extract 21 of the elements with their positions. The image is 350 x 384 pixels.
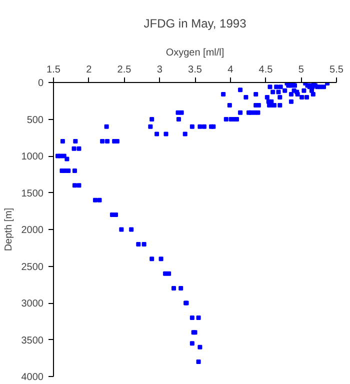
y-tick-label: 3000 (21, 298, 44, 310)
x-tick-label: 2.5 (117, 64, 132, 76)
y-tick-label: 3500 (21, 335, 44, 346)
x-tick-label: 2 (86, 64, 92, 76)
y-tick-label: 2000 (21, 225, 44, 236)
y-axis-title: Depth [m] (3, 208, 14, 252)
x-tick-label: 5 (298, 64, 304, 76)
x-tick-label: 4.5 (258, 64, 274, 76)
y-tick-label: 500 (26, 114, 44, 126)
x-tick-label: 5.5 (330, 64, 344, 76)
y-tick-label: 1000 (21, 152, 44, 162)
x-tick-label: 3 (156, 64, 163, 76)
y-tick-label: 1500 (21, 188, 44, 200)
x-axis-title: Oxygen [ml/l] (166, 48, 224, 58)
y-tick-label: 0 (38, 78, 44, 89)
y-tick-label: 2500 (21, 262, 44, 273)
chart-title: JFDG in May, 1993 (144, 16, 247, 30)
y-tick-label: 4000 (21, 372, 44, 383)
x-tick-label: 3.5 (188, 64, 202, 76)
x-tick-label: 4 (228, 64, 234, 76)
x-tick-label: 1.5 (46, 64, 61, 76)
